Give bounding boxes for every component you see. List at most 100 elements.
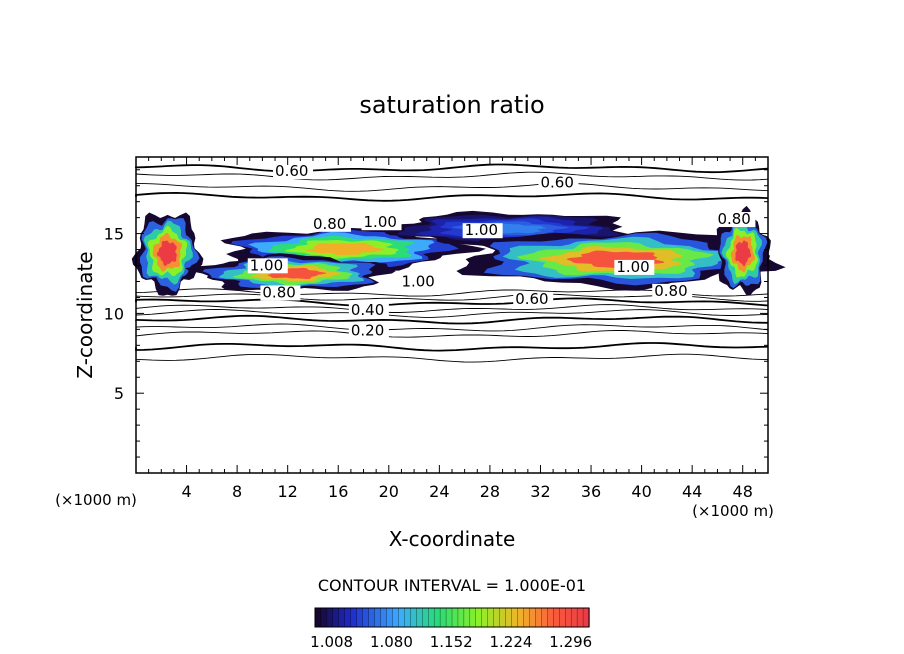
contour-label-bg (399, 274, 440, 290)
contour-label-bg (247, 258, 288, 274)
contour-line (135, 330, 769, 338)
contour-label: 0.60 (540, 173, 573, 191)
colorbar-cell (386, 607, 394, 628)
colorbar-cell (559, 607, 566, 628)
x-tick-label: 24 (429, 482, 449, 501)
contour-label-bg (614, 259, 655, 275)
contour-label: 0.80 (654, 282, 687, 300)
colorbar-tick-label: 1.296 (549, 633, 592, 651)
contour-label-bg (348, 323, 389, 339)
contour-label-bg (348, 303, 389, 318)
chart-title: saturation ratio (359, 91, 544, 119)
contour-label: 0.80 (717, 210, 750, 228)
colorbar-cell (362, 607, 370, 628)
colorbar-tick-label: 1.080 (370, 633, 413, 651)
contour-label-bg (260, 285, 301, 301)
colorbar: 1.008 1.080 1.152 1.224 1.296 (310, 607, 592, 651)
colorbar-cell (499, 607, 507, 628)
contour-labels: 0.60 0.60 0.80 0.80 1.00 1.00 1.00 0.80 1.00 0.60… (247, 162, 756, 340)
contour-label-bg (513, 291, 554, 307)
contour-interval-text: CONTOUR INTERVAL = 1.000E-01 (318, 576, 586, 595)
contour-label: 0.80 (262, 283, 295, 301)
colorbar-cell (350, 607, 358, 628)
colorbar-cell (451, 607, 459, 628)
contour-label: 0.80 (313, 215, 346, 233)
x-tick-label: 16 (328, 482, 348, 501)
supersaturation-blob (305, 242, 385, 256)
colorbar-cell (422, 607, 429, 628)
contour-line (135, 297, 769, 307)
colorbar-tick-labels: 1.008 1.080 1.152 1.224 1.296 (310, 633, 592, 651)
x-tick-label: 20 (379, 482, 399, 501)
contour-line (135, 342, 769, 352)
x-tick-label: 36 (581, 482, 601, 501)
colorbar-cell (320, 607, 328, 628)
x-tick-label: 44 (682, 482, 702, 501)
contour-label-bg (361, 215, 402, 231)
y-tick-label: 5 (114, 384, 124, 403)
x-tick-labels: 4 8 12 16 20 24 28 32 36 40 44 48 (181, 482, 752, 501)
y-tick-label: 10 (104, 304, 124, 323)
colorbar-cell (356, 607, 364, 628)
contour-label: 1.00 (250, 256, 283, 274)
contour-line (135, 304, 769, 313)
colorbar-cell (535, 607, 542, 628)
colorbar-cell (314, 607, 322, 628)
colorbar-cell (517, 607, 525, 628)
colorbar-cell (404, 607, 411, 628)
colorbar-cell (457, 607, 465, 628)
x-tick-label: 8 (232, 482, 242, 501)
contour-lines (135, 163, 769, 363)
contour-label: 0.40 (351, 301, 384, 319)
colorbar-cell (439, 607, 447, 628)
colorbar-cell (493, 607, 501, 628)
x-tick-label: 28 (480, 482, 500, 501)
contour-label: 0.60 (515, 290, 548, 308)
colorbar-cell (433, 607, 441, 628)
contour-label-bg (310, 216, 351, 232)
contour-label: 1.00 (364, 213, 397, 231)
colorbar-cell (338, 607, 346, 628)
contour-line (135, 191, 769, 202)
colorbar-cell (541, 607, 548, 628)
colorbar-cell (392, 607, 400, 628)
supersaturation-blob (735, 240, 751, 267)
x-tick-label: 40 (631, 482, 651, 501)
colorbar-cell (487, 607, 495, 628)
colorbar-tick-label: 1.152 (430, 633, 473, 651)
colorbar-cell (505, 607, 513, 628)
contour-label: 1.00 (616, 258, 649, 276)
colorbar-cell (398, 607, 405, 628)
plot-background (136, 157, 768, 473)
contour-label-bg (273, 164, 314, 180)
colorbar-cell (481, 607, 489, 628)
colorbar-frame (314, 607, 590, 628)
colorbar-cell (428, 607, 435, 628)
y-tick-labels: 5 10 15 (104, 225, 124, 404)
colorbar-cell (511, 607, 519, 628)
z-unit-label: (×1000 m) (55, 491, 137, 509)
contour-label-bg (462, 223, 503, 239)
colorbar-cell (547, 607, 554, 628)
contour-line (135, 171, 769, 181)
colorbar-cell (368, 607, 376, 628)
colorbar-cell (463, 607, 471, 628)
axis-ticks (136, 157, 768, 473)
supersaturation-blob (156, 240, 177, 267)
y-tick-label: 15 (104, 225, 124, 244)
colorbar-cell (576, 607, 584, 628)
colorbar-cell (529, 607, 537, 628)
contour-line (135, 323, 769, 332)
contour-line (135, 314, 769, 325)
x-tick-label: 32 (530, 482, 550, 501)
colorbar-cell (469, 607, 477, 628)
colorbar-cell (565, 607, 572, 628)
colorbar-cell (523, 607, 531, 628)
colorbar-cell (570, 607, 578, 628)
colorbar-cell (380, 607, 388, 628)
colorbar-cell (410, 607, 417, 628)
contour-line (135, 353, 769, 363)
colorbar-cell (553, 607, 560, 628)
contour-line (135, 163, 769, 174)
